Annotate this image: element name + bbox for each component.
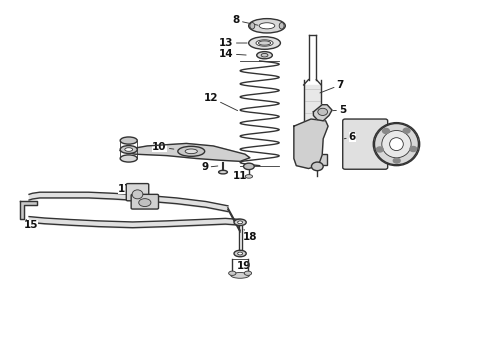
FancyBboxPatch shape (126, 184, 149, 201)
Text: 2: 2 (391, 139, 404, 149)
Ellipse shape (258, 41, 270, 45)
Circle shape (312, 162, 323, 171)
Polygon shape (20, 201, 37, 219)
Ellipse shape (390, 138, 403, 150)
FancyBboxPatch shape (343, 119, 388, 169)
Text: 15: 15 (24, 220, 38, 230)
Ellipse shape (120, 155, 137, 162)
FancyBboxPatch shape (131, 194, 159, 209)
Ellipse shape (245, 271, 251, 275)
Ellipse shape (178, 146, 205, 156)
Text: 12: 12 (203, 93, 238, 111)
Polygon shape (314, 105, 332, 121)
Text: 18: 18 (243, 229, 257, 242)
Polygon shape (294, 119, 328, 168)
Ellipse shape (132, 190, 143, 199)
Ellipse shape (244, 163, 254, 170)
Text: 3: 3 (380, 131, 394, 141)
Circle shape (318, 108, 328, 116)
Ellipse shape (125, 148, 133, 151)
Ellipse shape (248, 19, 285, 33)
Circle shape (393, 158, 400, 163)
FancyBboxPatch shape (298, 154, 327, 165)
Text: 9: 9 (201, 162, 218, 172)
Text: 6: 6 (344, 132, 356, 142)
Text: 16: 16 (138, 197, 152, 207)
Ellipse shape (261, 53, 268, 57)
Ellipse shape (234, 250, 246, 257)
Ellipse shape (259, 23, 275, 29)
Ellipse shape (257, 51, 272, 59)
Ellipse shape (245, 175, 252, 178)
Text: 14: 14 (219, 49, 246, 59)
Ellipse shape (256, 40, 273, 46)
Ellipse shape (248, 37, 280, 49)
Circle shape (376, 147, 383, 152)
Polygon shape (121, 143, 250, 161)
Ellipse shape (234, 219, 246, 226)
Ellipse shape (229, 271, 236, 275)
Ellipse shape (185, 149, 197, 154)
Ellipse shape (219, 170, 227, 174)
Ellipse shape (120, 145, 137, 153)
Text: 8: 8 (233, 15, 258, 26)
Ellipse shape (279, 23, 284, 29)
Text: 5: 5 (327, 105, 346, 115)
Text: 11: 11 (233, 168, 247, 181)
Text: 13: 13 (219, 38, 247, 48)
Ellipse shape (374, 123, 418, 165)
Ellipse shape (120, 137, 137, 144)
Ellipse shape (238, 252, 243, 255)
Text: 7: 7 (320, 80, 344, 93)
Ellipse shape (238, 221, 243, 224)
Ellipse shape (382, 131, 411, 158)
Text: 10: 10 (152, 142, 174, 152)
Circle shape (410, 147, 416, 152)
Circle shape (403, 128, 410, 133)
Ellipse shape (250, 23, 255, 29)
Text: 17: 17 (118, 184, 133, 194)
Circle shape (383, 129, 390, 134)
Ellipse shape (231, 273, 249, 278)
Text: 19: 19 (237, 261, 251, 271)
Text: 1: 1 (404, 146, 415, 156)
Ellipse shape (139, 199, 151, 207)
